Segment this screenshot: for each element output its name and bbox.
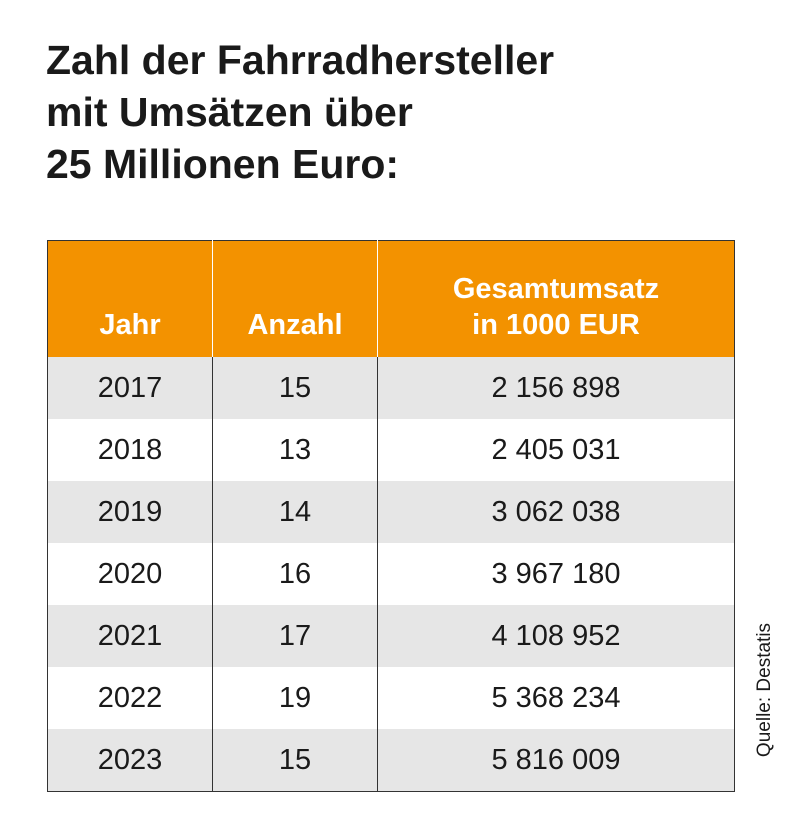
cell-revenue: 3 967 180	[377, 543, 735, 605]
cell-year: 2021	[47, 605, 213, 667]
cell-count: 17	[212, 605, 378, 667]
cell-revenue: 5 816 009	[377, 729, 735, 792]
table-row: 2022 19 5 368 234	[47, 667, 735, 729]
title-line: Zahl der Fahrradhersteller	[46, 37, 555, 83]
cell-year: 2022	[47, 667, 213, 729]
cell-revenue: 5 368 234	[377, 667, 735, 729]
cell-revenue: 2 405 031	[377, 419, 735, 481]
title-line: mit Umsätzen über	[46, 89, 413, 135]
cell-year: 2019	[47, 481, 213, 543]
table-row: 2018 13 2 405 031	[47, 419, 735, 481]
column-header-line: Jahr	[99, 309, 161, 341]
cell-year: 2018	[47, 419, 213, 481]
cell-year: 2020	[47, 543, 213, 605]
cell-count: 16	[212, 543, 378, 605]
cell-revenue: 2 156 898	[377, 357, 735, 419]
table-row: 2020 16 3 967 180	[47, 543, 735, 605]
column-header-jahr: Jahr	[47, 240, 213, 357]
header-row: Jahr Anzahl Gesamtumsatz in 1000 EUR	[47, 240, 735, 357]
title-line: 25 Millionen Euro:	[46, 141, 400, 187]
cell-count: 13	[212, 419, 378, 481]
table-row: 2023 15 5 816 009	[47, 729, 735, 792]
column-header-line: Anzahl	[247, 309, 343, 341]
cell-count: 14	[212, 481, 378, 543]
table-row: 2019 14 3 062 038	[47, 481, 735, 543]
source-note: Quelle: Destatis	[754, 622, 775, 758]
cell-revenue: 3 062 038	[377, 481, 735, 543]
cell-count: 15	[212, 357, 378, 419]
cell-count: 15	[212, 729, 378, 792]
table-header: Jahr Anzahl Gesamtumsatz in 1000 EUR	[47, 240, 735, 357]
column-header-gesamtumsatz: Gesamtumsatz in 1000 EUR	[377, 240, 735, 357]
table-row: 2021 17 4 108 952	[47, 605, 735, 667]
column-header-anzahl: Anzahl	[212, 240, 378, 357]
page-title: Zahl der Fahrradhersteller mit Umsätzen …	[46, 34, 726, 190]
cell-year: 2023	[47, 729, 213, 792]
cell-revenue: 4 108 952	[377, 605, 735, 667]
column-header-line: Gesamtumsatz	[452, 273, 660, 305]
cell-count: 19	[212, 667, 378, 729]
cell-year: 2017	[47, 357, 213, 419]
table-row: 2017 15 2 156 898	[47, 357, 735, 419]
column-header-line: in 1000 EUR	[472, 309, 640, 341]
data-table: Jahr Anzahl Gesamtumsatz in 1000 EUR 201…	[47, 240, 735, 792]
table-body: 2017 15 2 156 898 2018 13 2 405 031 2019…	[47, 357, 735, 792]
